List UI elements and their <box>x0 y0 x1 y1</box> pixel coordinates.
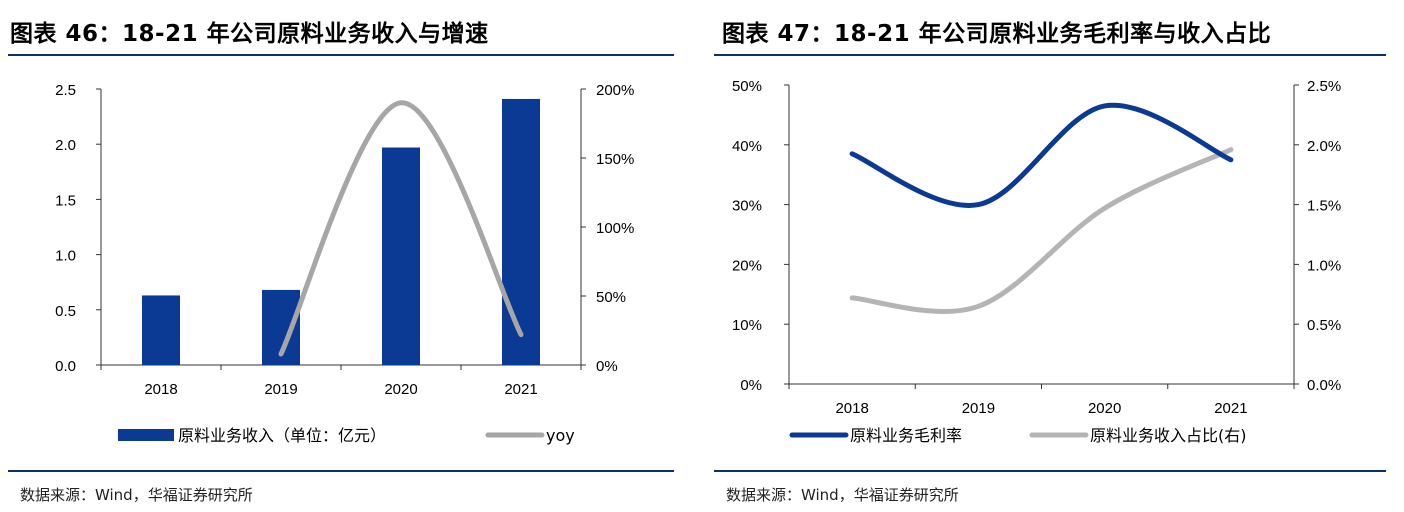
left-y-tick-label: 0.5 <box>55 303 76 320</box>
left-y-tick-label: 0% <box>740 377 762 394</box>
left-chart-svg: 0.0 0.5 1.0 1.5 2.0 2.5 0% 50% 100% 150% 200% 2018 2… <box>55 82 634 445</box>
left-y-tick-label: 0.0 <box>55 358 76 375</box>
legend-label-gross-margin: 原料业务毛利率 <box>850 426 962 445</box>
x-tick-label: 2019 <box>962 400 995 417</box>
right-title-rule <box>714 54 1386 56</box>
left-chart-title: 图表 46：18-21 年公司原料业务收入与增速 <box>10 21 489 47</box>
gross-margin-line <box>849 102 1234 208</box>
revenue-bar <box>502 98 540 365</box>
left-y-tick-label: 2.5 <box>55 82 76 99</box>
left-source-note: 数据来源：Wind，华福证券研究所 <box>20 486 253 504</box>
left-y-tick-label: 1.5 <box>55 192 76 209</box>
x-tick-label: 2021 <box>504 381 537 398</box>
right-y-tick-label: 2.5% <box>1307 78 1341 95</box>
right-y-tick-label: 0% <box>596 358 618 375</box>
x-tick-label: 2018 <box>835 400 868 417</box>
right-y-tick-label: 200% <box>596 82 634 99</box>
left-y-tick-label: 10% <box>732 317 762 334</box>
left-y-tick-label: 20% <box>732 257 762 274</box>
right-chart-title: 图表 47：18-21 年公司原料业务毛利率与收入占比 <box>722 21 1272 47</box>
right-y-tick-label: 50% <box>596 289 626 306</box>
right-chart-svg: 0% 10% 20% 30% 40% 50% 0.0% 0.5% 1.0% 1.5% 2.0% 2.5… <box>732 78 1341 445</box>
revenue-bar <box>142 295 180 365</box>
legend-label-revenue: 原料业务收入（单位：亿元） <box>178 426 386 445</box>
x-tick-label: 2019 <box>264 381 297 398</box>
x-tick-label: 2021 <box>1214 400 1247 417</box>
right-chart-panel: 图表 47：18-21 年公司原料业务毛利率与收入占比 0% 10% 20% 30% 4… <box>712 0 1404 512</box>
yoy-line <box>278 100 524 357</box>
right-bottom-rule <box>714 470 1386 472</box>
left-y-tick-label: 1.0 <box>55 248 76 265</box>
revenue-bar <box>382 147 420 365</box>
legend-label-revenue-share: 原料业务收入占比(右) <box>1090 426 1247 445</box>
right-y-tick-label: 1.0% <box>1307 257 1341 274</box>
right-y-tick-label: 1.5% <box>1307 198 1341 215</box>
left-y-tick-label: 40% <box>732 138 762 155</box>
right-y-tick-label: 100% <box>596 220 634 237</box>
revenue-share-line <box>849 147 1234 314</box>
legend-swatch-revenue <box>118 429 174 441</box>
right-y-tick-label: 0.5% <box>1307 317 1341 334</box>
right-y-tick-label: 2.0% <box>1307 138 1341 155</box>
x-tick-label: 2020 <box>384 381 417 398</box>
left-y-tick-label: 50% <box>732 78 762 95</box>
right-y-tick-label: 0.0% <box>1307 377 1341 394</box>
left-chart-panel: 图表 46：18-21 年公司原料业务收入与增速 0.0 0.5 1.0 1.5 2.0… <box>0 0 680 512</box>
legend-label-yoy: yoy <box>546 426 575 445</box>
x-tick-label: 2018 <box>144 381 177 398</box>
left-y-tick-label: 2.0 <box>55 137 76 154</box>
left-bottom-rule <box>8 470 674 472</box>
x-tick-label: 2020 <box>1088 400 1121 417</box>
right-y-tick-label: 150% <box>596 151 634 168</box>
right-source-note: 数据来源：Wind，华福证券研究所 <box>726 486 959 504</box>
left-title-rule <box>8 54 674 56</box>
left-y-tick-label: 30% <box>732 198 762 215</box>
